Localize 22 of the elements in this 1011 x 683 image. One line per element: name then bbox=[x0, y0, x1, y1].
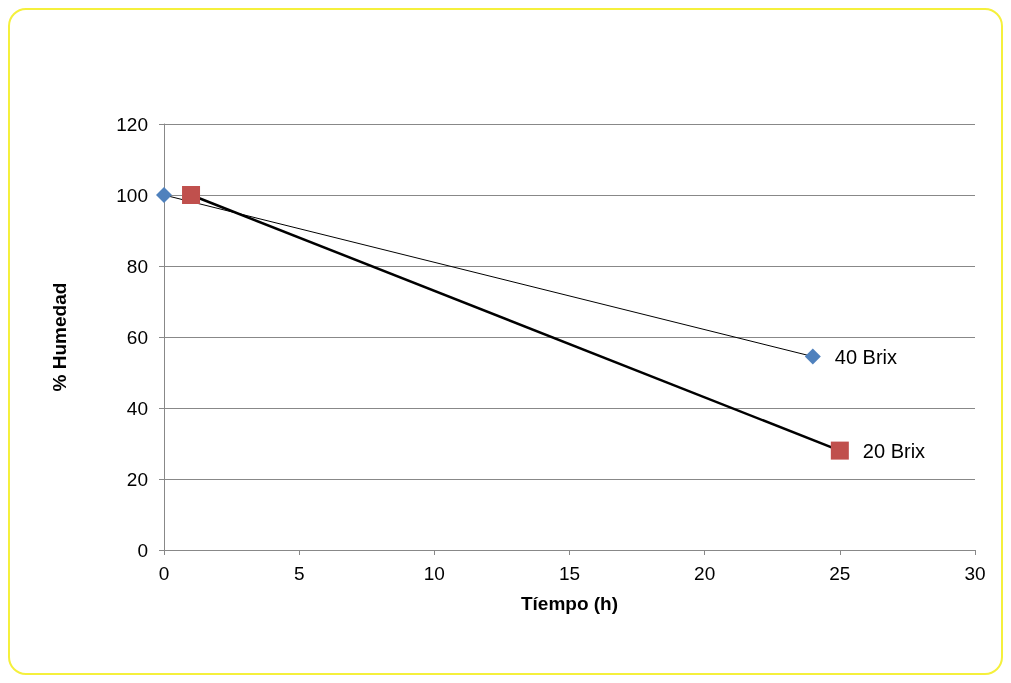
x-axis-title: Tíempo (h) bbox=[520, 593, 619, 614]
point bbox=[156, 187, 172, 203]
x-tick-label: 5 bbox=[293, 563, 305, 584]
y-tick-label: 80 bbox=[126, 255, 148, 277]
series-label: 40 Brix bbox=[834, 345, 898, 368]
x-tick-label: 30 bbox=[964, 563, 986, 584]
x-tick-label: 20 bbox=[694, 563, 716, 584]
point bbox=[804, 348, 821, 365]
y-tick-label: 20 bbox=[126, 468, 148, 490]
x-tick-label: 10 bbox=[423, 563, 445, 584]
y-tick-label: 120 bbox=[116, 113, 148, 135]
y-tick-label: 40 bbox=[126, 397, 148, 419]
y-tick-label: 0 bbox=[137, 539, 148, 561]
series-label: 20 Brix bbox=[862, 439, 926, 462]
y-axis-title: % Humedad bbox=[49, 282, 70, 392]
point bbox=[182, 186, 201, 204]
y-tick-label: 60 bbox=[126, 326, 148, 348]
y-tick-label: 100 bbox=[116, 184, 148, 206]
x-tick-label: 15 bbox=[558, 563, 581, 584]
x-tick-label: 0 bbox=[158, 563, 170, 584]
x-tick-label: 25 bbox=[829, 563, 851, 584]
point bbox=[830, 441, 849, 460]
